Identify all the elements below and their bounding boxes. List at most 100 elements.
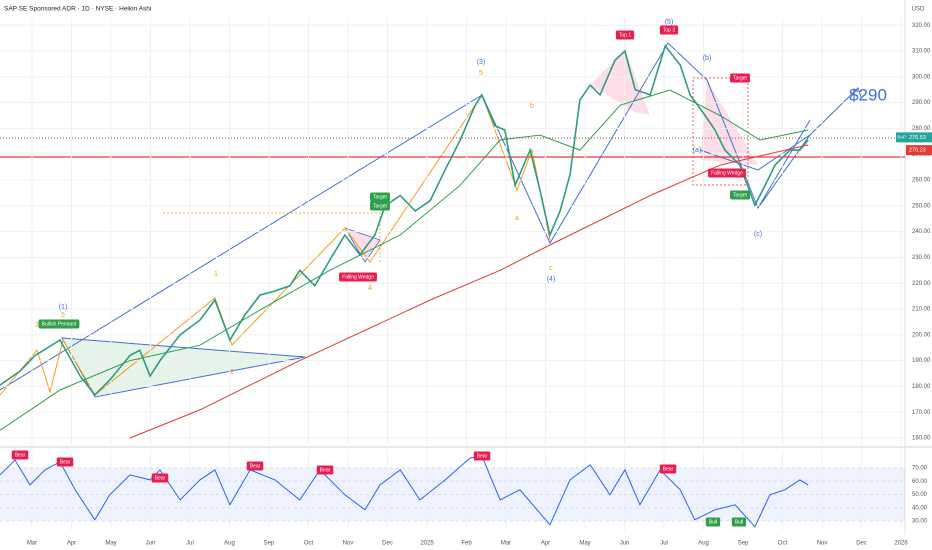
annotation-label: 4 bbox=[368, 285, 372, 292]
y-tick-label: 200.00 bbox=[912, 332, 931, 338]
annotation-label: b bbox=[530, 103, 534, 110]
annotation-box bbox=[370, 192, 390, 202]
y-tick-label: 180.00 bbox=[912, 384, 931, 390]
annotation-label: 5 bbox=[61, 312, 65, 319]
x-tick-label: Sep bbox=[264, 541, 275, 547]
annotation-label: Top 2 bbox=[663, 27, 675, 33]
y-tick-label: 160.00 bbox=[912, 436, 931, 442]
annotation-label: Target bbox=[733, 75, 748, 81]
annotation-label: Top 1 bbox=[619, 32, 631, 38]
annotation-label: Bear bbox=[15, 452, 26, 458]
annotation-box bbox=[615, 30, 635, 40]
annotation-label: (1) bbox=[59, 304, 68, 311]
x-tick-label: Dec bbox=[382, 541, 393, 547]
annotation-label: Bullish Pennant bbox=[42, 321, 77, 327]
y-tick-label: 290.00 bbox=[912, 100, 931, 106]
annotation-label: Target bbox=[373, 194, 388, 200]
currency: USD bbox=[912, 7, 925, 13]
x-tick-label: Jun bbox=[620, 541, 630, 547]
annotation-label: Target bbox=[733, 192, 748, 198]
series-line bbox=[0, 44, 809, 397]
annotation-label: Target bbox=[373, 203, 388, 209]
y-tick-label: 230.00 bbox=[912, 255, 931, 261]
annotation-box bbox=[370, 201, 390, 211]
annotation-label: Bear bbox=[477, 453, 488, 459]
price-tag bbox=[906, 132, 932, 143]
y-tick-label: 240.00 bbox=[912, 229, 931, 235]
price-tag-label: 276.53 bbox=[909, 135, 926, 141]
symbol-tag bbox=[896, 132, 907, 143]
y-tick-label: 30.00 bbox=[912, 519, 928, 525]
annotation-label: Bear bbox=[320, 467, 331, 473]
price-tag bbox=[906, 145, 932, 156]
x-tick-label: Oct bbox=[778, 541, 788, 547]
series-line bbox=[0, 455, 809, 528]
channel-line bbox=[0, 94, 483, 391]
annotation-label: 5 bbox=[479, 70, 483, 77]
x-tick-label: Mar bbox=[501, 541, 511, 547]
series-line bbox=[129, 144, 809, 439]
annotation-label: 2 bbox=[230, 369, 234, 376]
x-tick-label: Sep bbox=[738, 541, 749, 547]
x-tick-label: 2026 bbox=[894, 541, 908, 547]
y-tick-label: 190.00 bbox=[912, 358, 931, 364]
annotation-label: Bear bbox=[250, 463, 261, 469]
annotation-label: 1 bbox=[214, 271, 218, 278]
x-tick-label: Jun bbox=[146, 541, 156, 547]
annotation-box bbox=[731, 517, 747, 527]
sub-wave-line bbox=[0, 93, 551, 396]
y-tick-label: 300.00 bbox=[912, 74, 931, 80]
annotation-box bbox=[11, 450, 29, 460]
annotation-label: c bbox=[549, 265, 553, 272]
symbol-label: SAP bbox=[897, 135, 906, 140]
y-tick-label: 310.00 bbox=[912, 49, 931, 55]
annotation-box bbox=[316, 465, 334, 475]
y-tick-label: 210.00 bbox=[912, 307, 931, 313]
y-tick-label: 260.00 bbox=[912, 178, 931, 184]
x-tick-label: Apr bbox=[541, 541, 550, 547]
x-tick-label: Dec bbox=[856, 541, 867, 547]
x-tick-label: May bbox=[105, 541, 116, 547]
annotation-label: (5) bbox=[665, 19, 674, 26]
y-tick-label: 320.00 bbox=[912, 23, 931, 29]
y-tick-label: 280.00 bbox=[912, 126, 931, 132]
x-tick-label: Nov bbox=[343, 541, 354, 547]
annotation-label: (c) bbox=[754, 231, 762, 238]
annotation-label: Falling Wedge bbox=[342, 274, 374, 280]
y-tick-label: 250.00 bbox=[912, 203, 931, 209]
y-tick-label: 220.00 bbox=[912, 281, 931, 287]
annotation-box bbox=[659, 25, 679, 35]
wedge-line bbox=[757, 119, 811, 209]
x-tick-label: Feb bbox=[461, 541, 472, 547]
annotation-label: a bbox=[515, 215, 519, 222]
chart-title: SAP SE Sponsored ADR · 1D · NYSE · Heiki… bbox=[4, 6, 151, 13]
series-line bbox=[0, 89, 809, 431]
annotation-label: Bear bbox=[155, 475, 166, 481]
x-tick-label: Aug bbox=[224, 541, 235, 547]
annotation-label: Falling Wedge bbox=[711, 170, 743, 176]
wedge-zone bbox=[344, 227, 381, 263]
x-tick-label: Jul bbox=[186, 541, 194, 547]
y-tick-label: 50.00 bbox=[912, 492, 928, 498]
annotation-label: (3) bbox=[477, 59, 486, 66]
x-tick-label: Nov bbox=[817, 541, 828, 547]
arrow-head bbox=[849, 86, 863, 101]
annotation-label: Bull bbox=[735, 519, 743, 525]
annotation-box bbox=[730, 190, 750, 200]
price-tag-label: 276.23 bbox=[909, 148, 926, 154]
x-tick-label: 2025 bbox=[420, 541, 434, 547]
x-tick-label: Jul bbox=[660, 541, 668, 547]
annotation-label: 3 bbox=[35, 322, 39, 329]
annotation-label: $290 bbox=[849, 85, 887, 104]
annotation-box bbox=[705, 517, 721, 527]
x-tick-label: Oct bbox=[304, 541, 314, 547]
annotation-box bbox=[56, 457, 74, 467]
annotation-label: (b) bbox=[703, 55, 712, 62]
annotation-box bbox=[730, 73, 750, 83]
annotation-label: Bear bbox=[60, 459, 71, 465]
x-tick-label: Mar bbox=[27, 541, 37, 547]
x-tick-label: Aug bbox=[698, 541, 709, 547]
annotation-box bbox=[246, 461, 264, 471]
annotation-box bbox=[339, 272, 377, 282]
